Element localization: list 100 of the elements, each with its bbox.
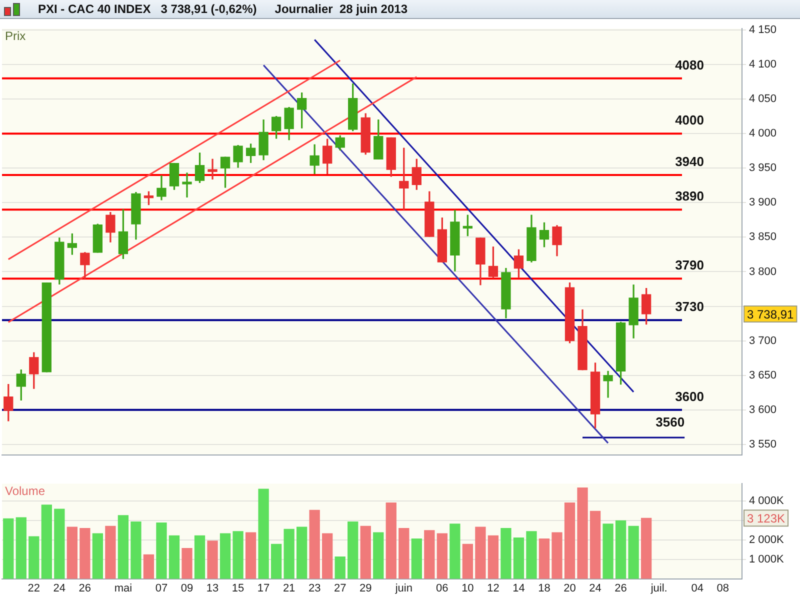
bar xyxy=(462,544,474,579)
bar xyxy=(182,548,192,579)
bar xyxy=(66,526,78,579)
y-tick-label: 4 100 xyxy=(749,58,777,71)
bar xyxy=(488,535,499,579)
bar xyxy=(424,530,435,579)
x-tick-label: 04 xyxy=(691,582,704,594)
ref-line-label: 3890 xyxy=(675,188,704,204)
ref-line-label: 3600 xyxy=(675,388,704,404)
bar xyxy=(296,526,308,579)
x-tick-label: 17 xyxy=(257,582,270,594)
x-tick-label: mai xyxy=(114,582,132,594)
bar xyxy=(322,533,333,579)
bar xyxy=(3,518,14,579)
x-tick-label: 29 xyxy=(359,582,372,594)
x-tick-label: 20 xyxy=(564,582,576,594)
candlestick xyxy=(603,370,613,398)
bar xyxy=(258,488,269,579)
x-tick-label: 14 xyxy=(512,582,525,594)
series-label: 3560 xyxy=(656,414,685,430)
bar xyxy=(168,535,180,579)
y-tick-label: 3 600 xyxy=(749,404,777,416)
x-tick-label: 08 xyxy=(716,582,729,594)
bar xyxy=(80,528,90,579)
bar xyxy=(220,533,231,579)
x-tick-label: 23 xyxy=(308,582,321,594)
x-tick-label: 26 xyxy=(614,582,627,594)
ref-line-label: 4080 xyxy=(675,57,704,72)
x-tick-label: 13 xyxy=(206,582,219,594)
y-tick-label: 2 000K xyxy=(749,534,785,546)
x-tick-label: 24 xyxy=(589,582,602,594)
bar xyxy=(411,538,422,579)
y-axis-title: Volume xyxy=(5,484,46,498)
x-tick-label: 07 xyxy=(155,582,168,594)
chart-title: PXI - CAC 40 INDEX 3 738,91 (-0,62%) xyxy=(38,2,257,16)
ref-line-label: 3730 xyxy=(675,299,704,314)
ref-line-label: 4000 xyxy=(675,112,704,128)
bar xyxy=(500,528,512,579)
ref-line-label: 3790 xyxy=(675,258,704,273)
y-tick-label: 3 900 xyxy=(749,196,777,209)
bar xyxy=(526,531,537,579)
bar xyxy=(373,532,384,579)
y-tick-label: 3 700 xyxy=(749,334,777,347)
x-tick-label: 09 xyxy=(180,582,194,594)
x-tick-label: 18 xyxy=(538,582,550,594)
candlestick xyxy=(208,158,218,180)
bar xyxy=(41,504,52,579)
y-axis-title: Prix xyxy=(5,28,26,43)
bar xyxy=(334,556,346,579)
y-tick-label: 4 000K xyxy=(749,495,785,508)
bar xyxy=(640,518,652,579)
bar xyxy=(309,510,320,579)
bar xyxy=(628,526,639,579)
bar xyxy=(615,520,626,579)
bar xyxy=(564,502,576,579)
x-tick-label: juin xyxy=(394,582,412,594)
bar xyxy=(207,540,218,579)
bar xyxy=(16,517,26,579)
bar xyxy=(194,535,206,579)
y-tick-label: 3 800 xyxy=(749,266,777,278)
bar xyxy=(602,524,614,579)
bar xyxy=(386,502,396,579)
bar xyxy=(232,531,244,579)
bar xyxy=(156,522,167,579)
bar xyxy=(284,528,294,579)
candlestick xyxy=(182,172,192,198)
chart-subtitle: Journalier 28 juin 2013 xyxy=(274,2,408,16)
bar xyxy=(245,532,256,579)
bar xyxy=(54,508,65,579)
x-tick-label: juil. xyxy=(650,582,668,594)
y-tick-label: 4 050 xyxy=(749,93,777,106)
bar xyxy=(92,533,104,579)
x-tick-label: 26 xyxy=(78,582,92,594)
bar xyxy=(398,528,410,579)
bar xyxy=(590,510,601,579)
bar xyxy=(360,526,371,579)
y-tick-label: 3 950 xyxy=(749,162,777,174)
bar xyxy=(143,554,154,579)
x-tick-label: 27 xyxy=(334,582,346,594)
text: 3 738,91 xyxy=(747,307,794,322)
bar xyxy=(270,544,282,579)
x-tick-label: 21 xyxy=(282,582,296,594)
bar xyxy=(450,524,460,579)
text: 3 123K xyxy=(747,511,786,526)
y-tick-label: 3 550 xyxy=(749,438,777,450)
bar xyxy=(513,537,524,579)
bar xyxy=(28,536,40,579)
y-tick-label: 4 150 xyxy=(749,24,777,36)
bar xyxy=(130,522,142,579)
x-tick-label: 10 xyxy=(462,582,474,594)
x-tick-label: 12 xyxy=(487,582,500,594)
bar xyxy=(538,538,550,579)
y-tick-label: 4 000 xyxy=(749,128,777,140)
y-tick-label: 1 000K xyxy=(749,553,785,566)
bar xyxy=(475,526,486,579)
bar xyxy=(105,526,116,579)
y-tick-label: 3 850 xyxy=(749,231,777,244)
bar xyxy=(552,532,562,579)
bar xyxy=(348,522,358,579)
x-tick-label: 24 xyxy=(53,582,66,594)
